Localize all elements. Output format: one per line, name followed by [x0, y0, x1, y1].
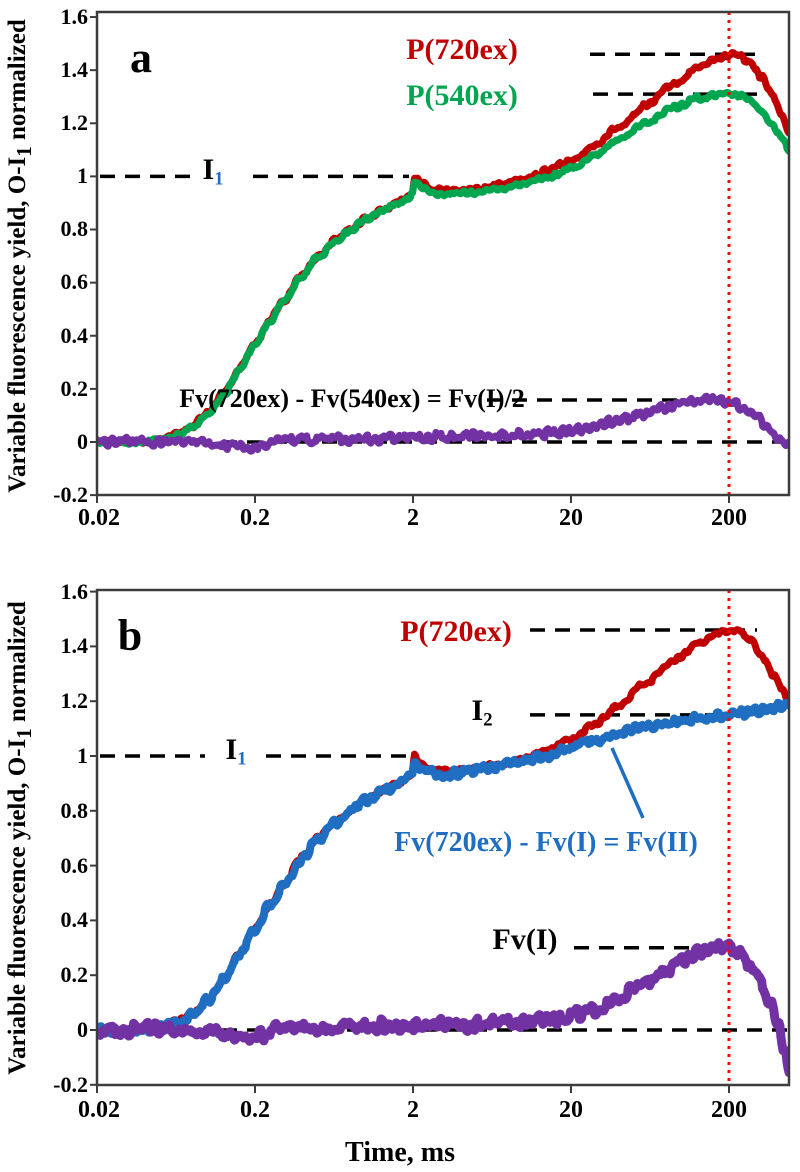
x-tick-label: 200: [711, 1097, 747, 1123]
series-curve: [97, 938, 789, 1078]
y-tick-label: 1.2: [60, 110, 89, 135]
y-tick-label: 0.2: [60, 962, 89, 987]
panel-a-letter: a: [130, 33, 152, 82]
pointer-line-fv2: [610, 747, 645, 819]
y-axis-title-panel-b: Variable fluorescence yield, O-I1 normal…: [4, 601, 37, 1075]
y-tick-label: 1.6: [60, 579, 89, 604]
x-tick-label: 20: [559, 1097, 583, 1123]
y-tick-label: 1.4: [60, 57, 89, 82]
panel-b-i1-label: I1: [225, 732, 247, 770]
x-tick-label: 0.2: [240, 505, 270, 531]
series-curve: [97, 89, 789, 448]
plot-border: [95, 588, 791, 1087]
y-tick-label: 0.8: [60, 216, 89, 241]
x-tick-label: 2: [407, 505, 419, 531]
x-tick-label: 0.02: [78, 505, 120, 531]
y-tick-label: 0: [77, 1017, 88, 1042]
panel-a-i1-label: I1: [202, 152, 224, 190]
panel-b-plot: [90, 588, 791, 1093]
panel-b-i2-label: I2: [471, 693, 493, 731]
panel-a-p720-label: P(720ex): [406, 33, 518, 66]
y-tick-label: -0.2: [53, 1072, 88, 1097]
panel-b-letter: b: [117, 611, 143, 660]
series-curve: [97, 698, 789, 1038]
y-tick-label: 1.6: [60, 4, 89, 29]
y-tick-label: 0.2: [60, 376, 89, 401]
y-tick-label: 0.6: [60, 853, 89, 878]
panel-a-plot: [90, 10, 791, 503]
y-tick-label: 0.4: [60, 323, 89, 348]
x-tick-label: 2: [407, 1097, 419, 1123]
panel-a-curves: [97, 49, 789, 455]
panel-b-p720-label: P(720ex): [400, 615, 512, 648]
panel-b-fv2-formula-label: Fv(720ex) - Fv(I) = Fv(II): [394, 827, 698, 858]
y-tick-label: 1.4: [60, 633, 89, 658]
panel-a-difference-formula-label: Fv(720ex) - Fv(540ex) = Fv(I)/2: [179, 384, 525, 413]
panel-b-curves: [97, 626, 789, 1078]
x-tick-label: 200: [711, 505, 747, 531]
y-axis-title-panel-a: Variable fluorescence yield, O-I1 normal…: [4, 19, 37, 493]
x-tick-label: 20: [559, 505, 583, 531]
panel-a-p540-label: P(540ex): [406, 79, 518, 112]
panel-b-fvi-label: Fv(I): [492, 923, 558, 956]
y-tick-label: 1: [77, 163, 88, 188]
y-tick-label: 0.6: [60, 269, 89, 294]
series-curve: [97, 392, 789, 455]
x-tick-label: 0.02: [78, 1097, 120, 1123]
x-axis-title: Time, ms: [345, 1137, 455, 1168]
y-tick-label: 1.2: [60, 688, 89, 713]
x-tick-label: 0.2: [240, 1097, 270, 1123]
plot-border: [95, 10, 791, 497]
y-tick-label: -0.2: [53, 482, 88, 507]
y-tick-label: 0: [77, 429, 88, 454]
y-tick-label: 0.8: [60, 798, 89, 823]
y-tick-label: 1: [77, 743, 88, 768]
y-tick-label: 0.4: [60, 907, 89, 932]
